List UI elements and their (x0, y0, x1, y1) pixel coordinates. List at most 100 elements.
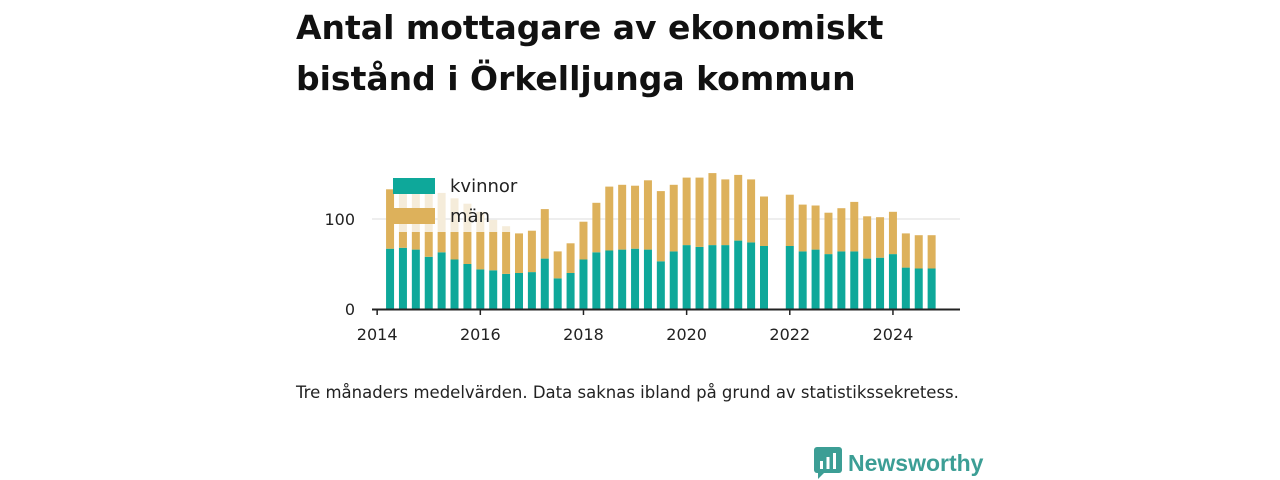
bar-kvinnor-2015.75 (463, 264, 472, 309)
bar-kvinnor-2017.5 (553, 278, 562, 309)
legend: kvinnor män (393, 176, 518, 227)
bar-kvinnor-2022 (785, 246, 794, 309)
bar-kvinnor-2016.5 (502, 273, 511, 309)
x-tick-label-2014: 2014 (357, 325, 398, 344)
bar-man-2016.5 (502, 232, 511, 274)
bar-kvinnor-2019.25 (643, 249, 652, 309)
bar-kvinnor-2023.75 (876, 257, 885, 309)
legend-swatch-0 (393, 178, 435, 194)
legend-label-1: män (450, 206, 490, 227)
bar-man-2023.25 (850, 201, 859, 252)
bar-man-2018 (579, 221, 588, 260)
bar-man-2018.5 (605, 186, 614, 251)
bar-kvinnor-2015.25 (437, 252, 446, 309)
bar-man-faded-2015.5 (450, 198, 459, 232)
footnote: Tre månaders medelvärden. Data saknas ib… (296, 383, 959, 402)
bar-kvinnor-2023.25 (850, 251, 859, 309)
bar-man-2023 (837, 208, 846, 252)
bar-man-2017.5 (553, 251, 562, 279)
x-tick-label-2016: 2016 (460, 325, 501, 344)
legend-label-0: kvinnor (450, 176, 518, 197)
bar-kvinnor-2024 (888, 254, 897, 309)
newsworthy-logo[interactable]: Newsworthy (814, 446, 983, 480)
bar-man-2019.5 (656, 191, 665, 262)
x-tick-label-2022: 2022 (769, 325, 810, 344)
bar-kvinnor-2014.25 (386, 248, 395, 309)
bar-man-2021.5 (760, 196, 768, 246)
bar-man-2022.5 (811, 205, 820, 250)
bar-kvinnor-2019.5 (656, 261, 665, 309)
bars (386, 173, 936, 309)
bar-kvinnor-2020.25 (695, 246, 704, 309)
y-tick-label-100: 100 (324, 210, 355, 229)
bar-man-2017 (527, 230, 536, 273)
y-tick-label-0: 0 (345, 300, 355, 319)
bar-kvinnor-2020.5 (708, 245, 717, 309)
bar-kvinnor-2018.25 (592, 252, 601, 309)
bar-kvinnor-2023 (837, 251, 846, 309)
bar-man-faded-2016 (476, 211, 485, 232)
bar-kvinnor-2020.75 (721, 245, 730, 309)
bar-man-2024.75 (927, 235, 936, 269)
bar-kvinnor-2017 (527, 272, 536, 309)
bar-man-2020.75 (721, 179, 730, 246)
bar-kvinnor-2015.5 (450, 259, 459, 309)
bar-man-2017.75 (566, 243, 575, 273)
bar-man-2024.5 (914, 235, 923, 269)
bar-man-2019.25 (643, 180, 652, 250)
bar-man-2015.75 (463, 232, 472, 264)
bar-kvinnor-2022.75 (824, 254, 833, 309)
bar-man-2019 (631, 185, 640, 249)
bar-kvinnor-2019 (631, 248, 640, 309)
bar-man-2024 (888, 211, 897, 255)
bar-kvinnor-2020 (682, 245, 691, 309)
bar-man-2023.75 (876, 217, 885, 258)
bar-kvinnor-2021.25 (747, 242, 756, 309)
bar-man-2014.75 (411, 232, 420, 250)
bar-man-faded-2016.25 (489, 219, 498, 232)
bar-man-2016.75 (515, 233, 523, 273)
bar-man-2018.25 (592, 202, 601, 253)
bar-kvinnor-2022.25 (798, 251, 807, 309)
bar-kvinnor-2022.5 (811, 249, 820, 309)
newsworthy-logo-icon (814, 447, 842, 479)
bar-man-faded-2015.75 (463, 203, 472, 232)
bar-man-2015.25 (437, 232, 446, 253)
bar-kvinnor-2021.5 (760, 246, 768, 309)
bar-man-2020 (682, 177, 691, 246)
x-tick-label-2020: 2020 (666, 325, 707, 344)
brand-name: Newsworthy (848, 449, 984, 476)
bar-man-2014.5 (398, 232, 407, 248)
bar-man-2024.25 (901, 233, 910, 268)
bar-kvinnor-2016 (476, 269, 485, 309)
bar-kvinnor-2023.5 (863, 258, 872, 309)
bar-kvinnor-2015 (424, 256, 433, 309)
legend-swatch-1 (393, 208, 435, 224)
bar-man-2021 (734, 174, 743, 241)
bar-man-2022 (785, 194, 794, 246)
bar-man-2022.75 (824, 212, 833, 255)
bar-kvinnor-2018 (579, 259, 588, 309)
x-axis: 2014 2016 2018 2020 2022 2024 (357, 309, 914, 344)
bar-kvinnor-2024.25 (901, 267, 910, 309)
bar-man-2015 (424, 232, 433, 257)
bar-man-2023.5 (863, 216, 872, 259)
bar-kvinnor-2014.5 (398, 247, 407, 309)
x-tick-label-2024: 2024 (873, 325, 914, 344)
chart-title: Antal mottagare av ekonomiskt bistånd i … (296, 8, 884, 98)
bar-man-faded-2015.25 (437, 192, 446, 232)
bar-kvinnor-2016.75 (515, 273, 523, 309)
bar-man-2015.5 (450, 232, 459, 260)
bar-man-2020.5 (708, 173, 717, 246)
bar-man-2017.25 (540, 209, 549, 259)
bar-kvinnor-2018.75 (618, 249, 627, 309)
bar-kvinnor-2018.5 (605, 250, 614, 309)
bar-man-2020.25 (695, 177, 704, 247)
bar-man-2019.75 (669, 184, 678, 252)
bar-chart: 2014 2016 2018 2020 2022 2024 0 100 kvinnor män (324, 173, 960, 344)
bar-man-faded-2016.5 (502, 226, 511, 232)
y-axis: 0 100 (324, 210, 355, 319)
bar-man-2021.25 (747, 179, 756, 243)
bar-man-2016.25 (489, 232, 498, 271)
bar-kvinnor-2024.5 (914, 268, 923, 309)
